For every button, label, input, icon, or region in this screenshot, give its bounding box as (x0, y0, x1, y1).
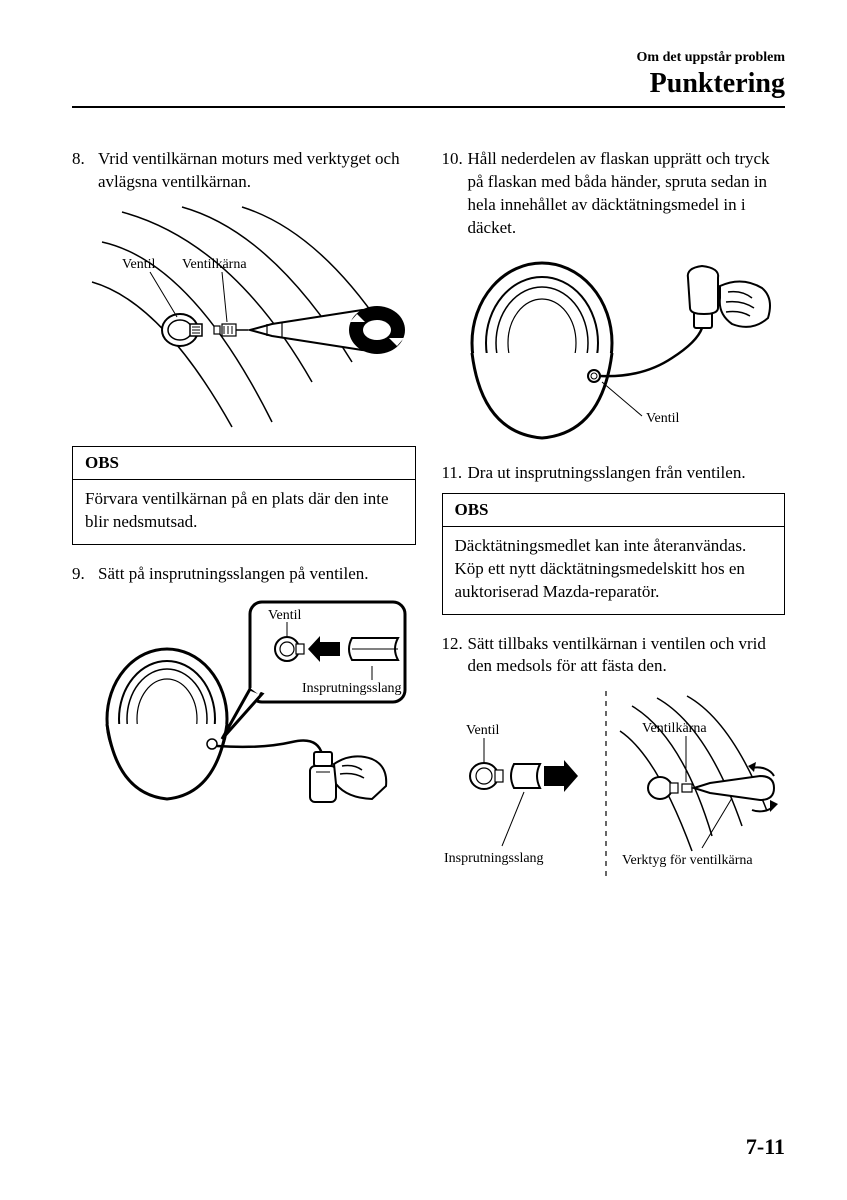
obs-box-1: OBS Förvara ventilkärnan på en plats där… (72, 446, 416, 545)
obs-box-2: OBS Däcktätningsmedlet kan inte återanvä… (442, 493, 786, 615)
header-title: Punktering (72, 68, 785, 100)
fig9-label-ventil: Ventil (268, 608, 302, 623)
header-rule (72, 106, 785, 108)
fig12-label-slang: Insprutningsslang (444, 851, 544, 866)
step-8-text: Vrid ventilkärnan moturs med verktyget o… (98, 148, 416, 194)
figure-step12: Ventil Insprutningsslang (442, 686, 786, 886)
step-10: 10. Håll nederdelen av flaskan upprätt o… (442, 148, 786, 240)
page-header: Om det uppstår problem Punktering (72, 50, 785, 100)
fig12-label-ventilkarna: Ventilkärna (642, 721, 707, 736)
right-column: 10. Håll nederdelen av flaskan upprätt o… (442, 148, 786, 900)
obs2-body: Däcktätningsmedlet kan inte återanvändas… (443, 527, 785, 614)
step-12-text: Sätt tillbaks ventilkärnan i ventilen oc… (468, 633, 786, 679)
step-8: 8. Vrid ventilkärnan moturs med verktyge… (72, 148, 416, 194)
fig10-label-ventil: Ventil (646, 411, 680, 426)
step-11: 11. Dra ut insprutningsslangen från vent… (442, 462, 786, 485)
step-11-num: 11. (442, 462, 468, 485)
figure-step10-svg: Ventil (442, 248, 782, 448)
fig8-label-ventilkarna: Ventilkärna (182, 257, 247, 272)
step-10-num: 10. (442, 148, 468, 240)
content-columns: 8. Vrid ventilkärnan moturs med verktyge… (72, 148, 785, 900)
step-9-text: Sätt på insprutningsslangen på ventilen. (98, 563, 416, 586)
step-8-num: 8. (72, 148, 98, 194)
figure-step9-svg: Ventil Insprutningsslang (72, 594, 412, 814)
obs1-title: OBS (73, 447, 415, 480)
obs2-title: OBS (443, 494, 785, 527)
page-number: 7-11 (746, 1134, 785, 1160)
figure-step8: Ventil Ventilkärna (72, 202, 416, 432)
figure-step8-svg: Ventil Ventilkärna (72, 202, 412, 432)
left-column: 8. Vrid ventilkärnan moturs med verktyge… (72, 148, 416, 900)
step-10-text: Håll nederdelen av flaskan upprätt och t… (468, 148, 786, 240)
step-12-num: 12. (442, 633, 468, 679)
obs1-body: Förvara ventilkärnan på en plats där den… (73, 480, 415, 544)
step-11-text: Dra ut insprutningsslangen från ventilen… (468, 462, 786, 485)
fig12-label-tool: Verktyg för ventilkärna (622, 853, 753, 868)
header-category: Om det uppstår problem (72, 50, 785, 66)
fig8-label-ventil: Ventil (122, 257, 156, 272)
step-9: 9. Sätt på insprutningsslangen på ventil… (72, 563, 416, 586)
step-12: 12. Sätt tillbaks ventilkärnan i ventile… (442, 633, 786, 679)
fig12-label-ventil: Ventil (466, 723, 500, 738)
figure-step12-svg: Ventil Insprutningsslang (442, 686, 782, 886)
figure-step9: Ventil Insprutningsslang (72, 594, 416, 814)
fig9-label-slang: Insprutningsslang (302, 681, 402, 696)
figure-step10: Ventil (442, 248, 786, 448)
step-9-num: 9. (72, 563, 98, 586)
